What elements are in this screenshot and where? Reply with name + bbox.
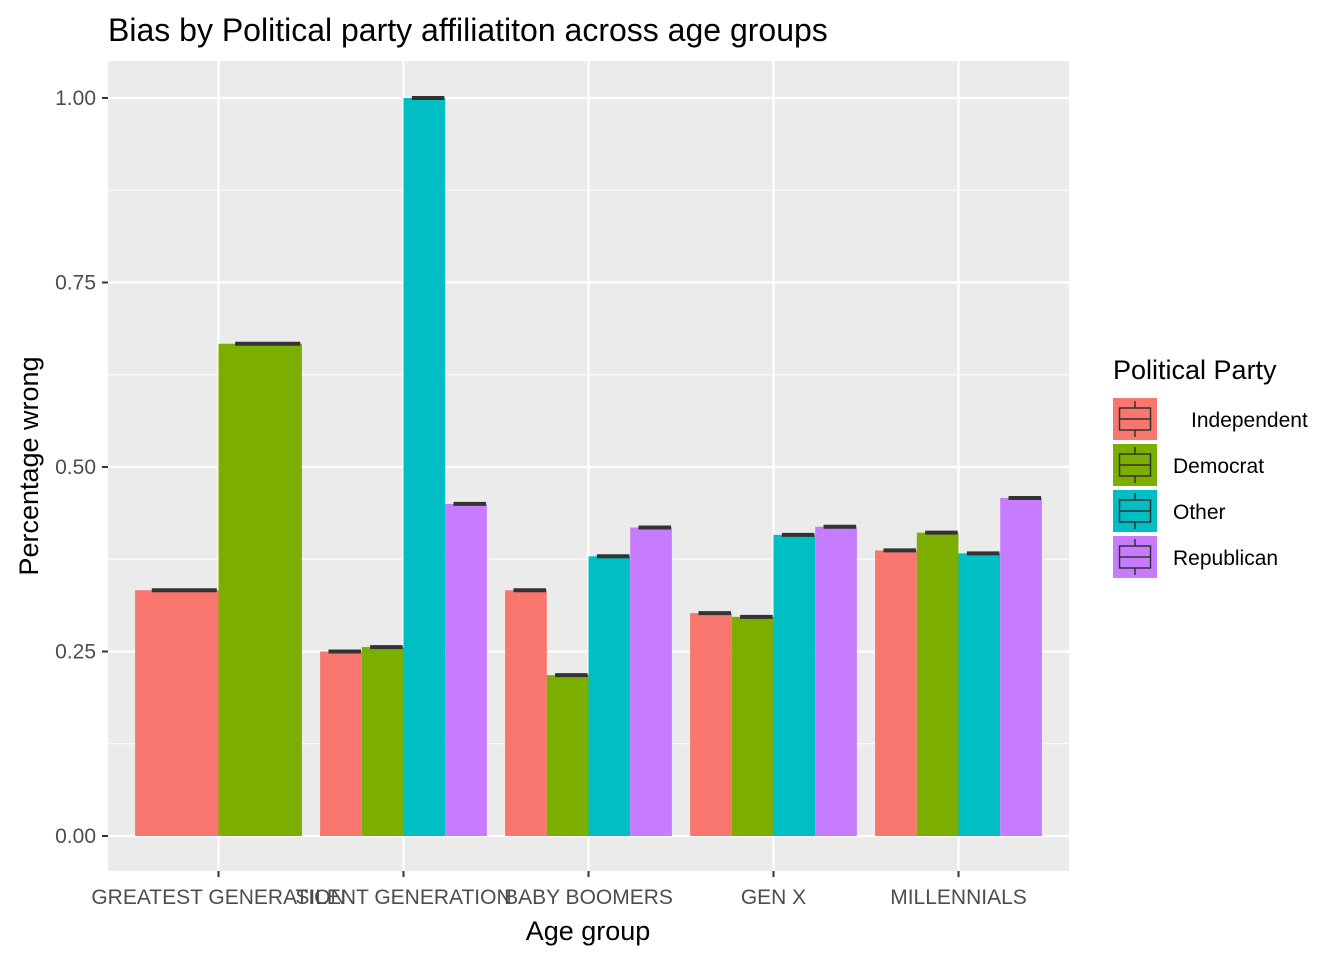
y-tick-label: 0.50	[55, 456, 96, 479]
bar-independent	[135, 590, 219, 836]
bar-independent	[505, 590, 547, 836]
bar-democrat	[546, 675, 589, 836]
legend-items: Independent Democrat Other Republican	[1113, 398, 1308, 578]
legend-label-other: Other	[1173, 501, 1226, 524]
chart-title: Bias by Political party affiliatiton acr…	[108, 12, 828, 48]
bar-other	[403, 98, 446, 836]
bar-republican	[445, 503, 487, 836]
bar-independent	[690, 613, 732, 836]
legend: Political Party Independent Democrat Other…	[1113, 355, 1308, 578]
bar-other	[773, 534, 816, 836]
legend-title: Political Party	[1113, 355, 1277, 385]
legend-label-independent: Independent	[1191, 409, 1308, 432]
bar-independent	[320, 651, 362, 836]
bar-republican	[815, 526, 857, 836]
bar-democrat	[916, 532, 959, 836]
x-tick-label: BABY BOOMERS	[504, 886, 673, 909]
x-axis-title: Age group	[526, 916, 651, 946]
bars-group	[135, 98, 1042, 836]
y-axis: 0.00 0.25 0.50 0.75 1.00	[55, 87, 108, 848]
legend-label-republican: Republican	[1173, 547, 1278, 570]
y-tick-label: 0.00	[55, 825, 96, 848]
bar-other	[588, 556, 631, 836]
y-axis-title: Percentage wrong	[14, 356, 44, 575]
y-tick-label: 0.75	[55, 272, 96, 295]
error-bars-group	[151, 96, 1042, 678]
x-tick-label: GREATEST GENERATION	[91, 886, 345, 909]
bar-independent	[875, 550, 917, 836]
bar-other	[958, 553, 1001, 836]
legend-label-democrat: Democrat	[1173, 455, 1264, 478]
bar-democrat	[731, 616, 774, 836]
bar-democrat	[218, 343, 302, 836]
bar-republican	[1000, 497, 1042, 836]
bar-democrat	[361, 647, 404, 836]
bar-republican	[630, 527, 672, 836]
y-tick-label: 0.25	[55, 641, 96, 664]
x-tick-label: SILENT GENERATION	[295, 886, 511, 909]
y-tick-label: 1.00	[55, 87, 96, 110]
x-tick-label: MILLENNIALS	[890, 886, 1027, 909]
x-tick-label: GEN X	[741, 886, 806, 909]
